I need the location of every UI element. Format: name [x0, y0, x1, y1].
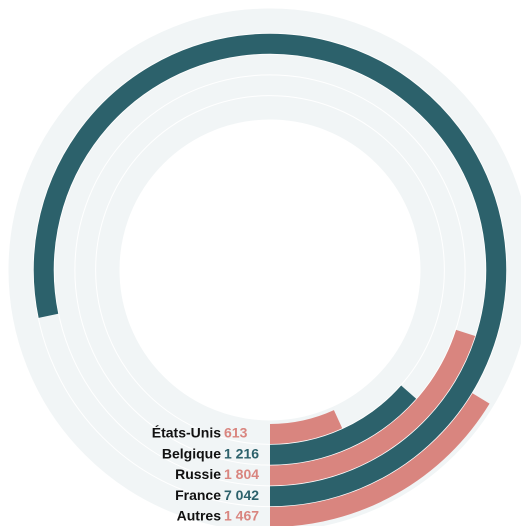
track-separator — [53, 53, 487, 487]
category-label: Autres — [177, 508, 222, 524]
category-label: Belgique — [162, 445, 221, 461]
category-label: France — [175, 487, 221, 503]
category-label: États-Unis — [152, 425, 221, 441]
bar — [269, 385, 417, 465]
bar — [269, 329, 476, 486]
value-label: 613 — [224, 425, 248, 441]
track-separator — [95, 95, 445, 445]
bar — [269, 410, 343, 444]
value-label: 7 042 — [224, 487, 259, 503]
value-label: 1 804 — [224, 466, 259, 482]
value-label: 1 216 — [224, 445, 259, 461]
bar — [269, 393, 490, 526]
value-label: 1 467 — [224, 508, 259, 524]
track-separator — [32, 32, 508, 508]
category-label: Russie — [175, 466, 221, 482]
bar — [33, 33, 507, 507]
track-separator — [74, 74, 466, 466]
